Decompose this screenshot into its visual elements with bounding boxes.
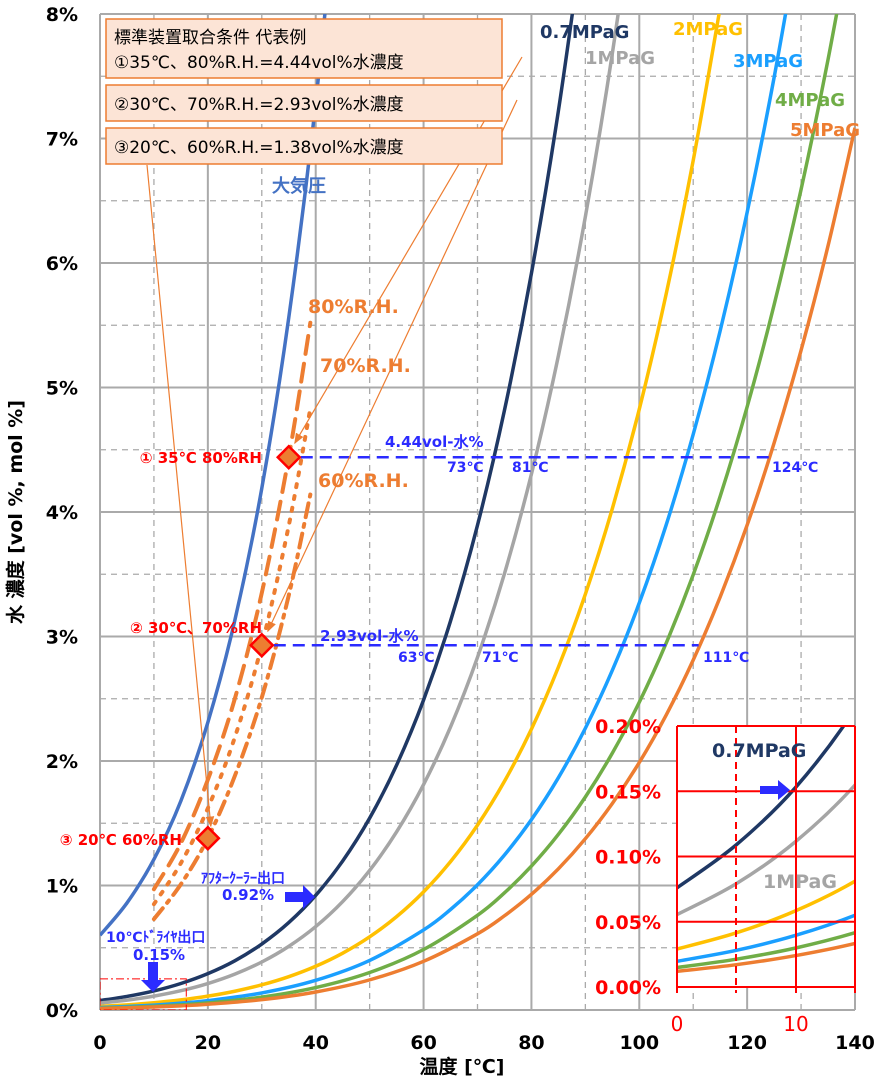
inset-y-tick-label: 0.15% [595,781,661,803]
series-label-1MPaG: 1MPaG [585,48,655,69]
marker-label-1: ① 35℃ 80%RH [140,449,262,467]
inset-y-tick-label: 0.00% [595,977,661,999]
series-line-2MPaG [100,14,721,1009]
y-tick-label: 0% [46,1000,78,1022]
series-label-0.7MPaG: 0.7MPaG [540,22,629,43]
hline-temp-label: 81℃ [512,460,548,476]
y-axis-title: 水 濃度 [vol %, mol %] [4,400,27,624]
inset-chart: 0.00% 0.05% 0.10% 0.15% 0.20% 0 10 0.7MPaG 1MPaG [595,716,856,1036]
series-label-5MPaG: 5MPaG [790,120,860,141]
rh-label-2: 60%R.H. [318,470,409,492]
condition-marker-1 [275,444,302,470]
series-label-4MPaG: 4MPaG [775,90,845,111]
marker-label-3: ③ 20℃ 60%RH [60,831,182,849]
dryer-label: 10℃ﾄﾞﾗｲﾔ出口 [106,929,205,946]
series-line-0.7MPaG [100,14,575,1003]
x-tick-label: 0 [93,1032,106,1054]
rh-label-0: 80%R.H. [308,296,399,318]
legend-line-3: ③20℃、60%R.H.=1.38vol%水濃度 [114,138,404,158]
y-tick-label: 7% [46,129,78,151]
x-tick-label: 100 [619,1032,659,1054]
series-label-3MPaG: 3MPaG [733,51,803,72]
y-tick-label: 4% [46,502,78,524]
labels: 大気圧 0.7MPaG 1MPaG 2MPaG 3MPaG 4MPaG 5MPaG 80%R.… [60,19,860,964]
x-tick-label: 140 [835,1032,875,1054]
aftercooler-label: ｱﾌﾀｰｸｰﾗｰ出口 [201,870,285,887]
marker-label-2: ② 30℃、70%RH [130,619,262,637]
condition-marker-3 [195,825,221,851]
hline-temp-label: 71℃ [482,650,518,666]
inset-y-tick-label: 0.05% [595,912,661,934]
inset-x-tick-label: 10 [783,1012,808,1036]
callout-arrows [141,56,523,992]
inset-y-tick-label: 0.20% [595,716,661,738]
hline-temp-label: 63℃ [398,650,434,666]
x-tick-label: 80 [518,1032,544,1054]
inset-label-0.7MPaG: 0.7MPaG [712,740,806,762]
aftercooler-value: 0.92% [222,886,274,904]
rh-line-1 [151,406,313,907]
x-tick-label: 120 [727,1032,767,1054]
y-tick-label: 6% [46,253,78,275]
legend-box: 標準装置取合条件 代表例 ①35℃、80%R.H.=4.44vol%水濃度 ②3… [105,18,503,165]
inset-x-tick-label: 0 [671,1012,684,1036]
series-line-3MPaG [100,14,788,1010]
callout-arrow-3 [146,164,215,828]
series-label-大気圧: 大気圧 [272,175,326,197]
y-tick-label: 5% [46,378,78,400]
y-tick-label: 3% [46,627,78,649]
dryer-arrow-icon [141,962,165,992]
series-line-1MPaG [100,14,620,1005]
rh-label-1: 70%R.H. [320,355,411,377]
inset-label-1MPaG: 1MPaG [763,871,837,893]
legend-title: 標準装置取合条件 代表例 [114,28,306,48]
hline-label-0: 4.44vol-水% [385,433,484,451]
series-label-2MPaG: 2MPaG [673,19,743,40]
rh-line-2 [151,492,313,922]
hline-temp-label: 111℃ [703,650,749,666]
reference-lines [195,444,769,851]
callout-arrow-2 [267,99,518,633]
y-tick-label: 2% [46,751,78,773]
x-axis-title: 温度 [℃] [420,1055,505,1078]
hline-temp-label: 124℃ [772,460,818,476]
hline-label-1: 2.93vol-水% [320,627,419,645]
legend-line-2: ②30℃、70%R.H.=2.93vol%水濃度 [114,95,404,115]
condition-marker-2 [249,632,275,658]
series-line-5MPaG [100,127,855,1010]
inset-region-rect [100,978,187,1010]
x-tick-label: 20 [195,1032,221,1054]
dryer-value: 0.15% [133,946,185,964]
hline-temp-label: 73℃ [447,460,483,476]
legend-line-1: ①35℃、80%R.H.=4.44vol%水濃度 [114,53,404,73]
inset-arrow-icon [760,780,790,800]
x-tick-label: 40 [302,1032,328,1054]
x-tick-label: 60 [410,1032,436,1054]
aftercooler-arrow-icon [285,885,315,909]
y-tick-label: 8% [46,4,78,26]
inset-y-tick-label: 0.10% [595,847,661,869]
y-tick-label: 1% [46,876,78,898]
